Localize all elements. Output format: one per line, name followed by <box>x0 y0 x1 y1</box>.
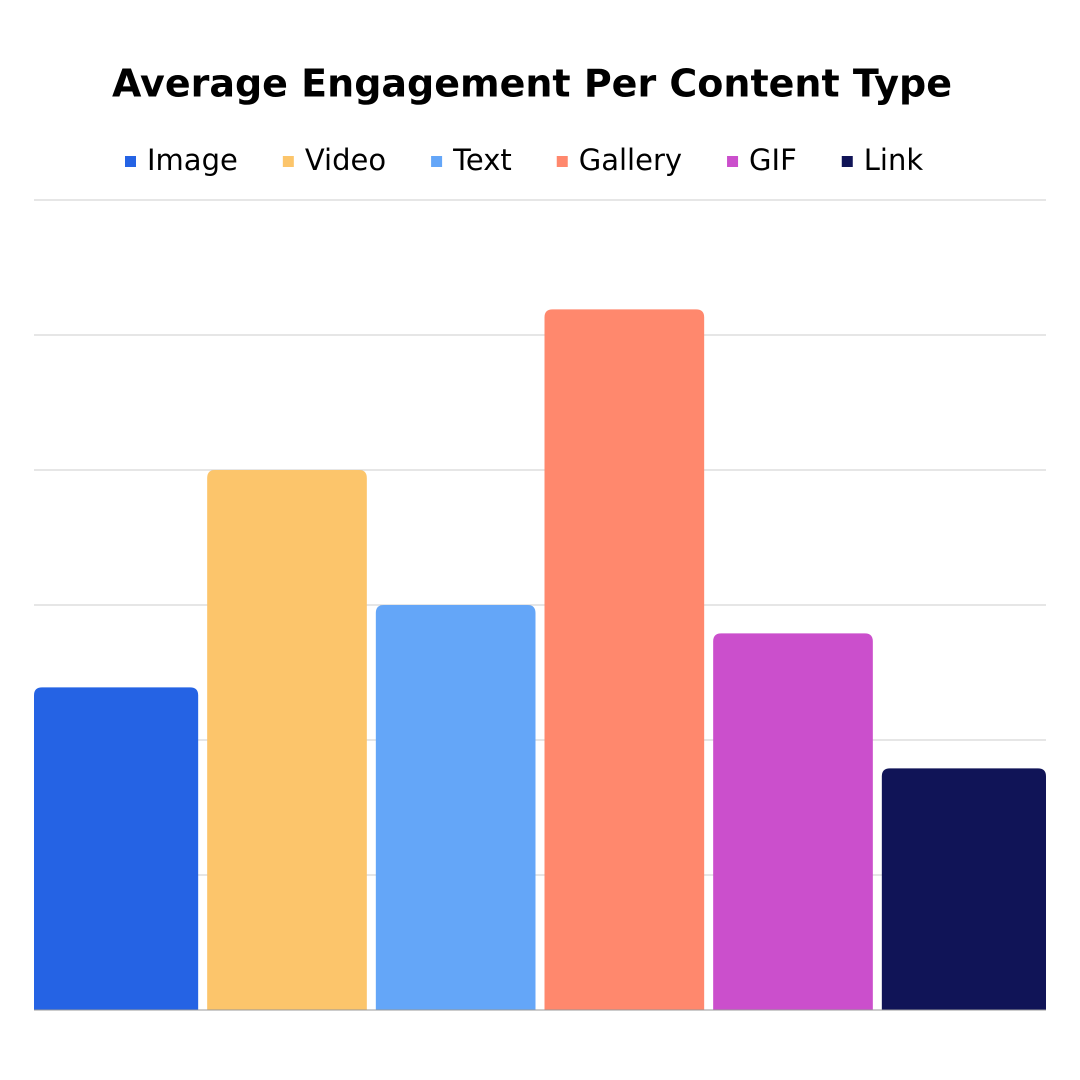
legend-label: Text <box>452 143 512 177</box>
legend-marker <box>125 156 136 167</box>
bar <box>713 633 873 1010</box>
bar <box>375 605 536 1010</box>
legend-label: Gallery <box>579 143 682 177</box>
legend-label: Link <box>864 143 924 177</box>
bar <box>881 768 1046 1010</box>
legend-label: Video <box>305 143 386 177</box>
bar <box>207 470 367 1010</box>
legend-marker <box>282 156 294 167</box>
bar <box>544 309 705 1011</box>
bar <box>34 687 199 1010</box>
chart-title: Average Engagement Per Content Type <box>112 62 952 106</box>
legend-marker <box>431 156 443 167</box>
legend-label: GIF <box>749 143 797 177</box>
legend-marker <box>841 156 853 167</box>
legend-marker <box>556 156 568 167</box>
legend-marker <box>727 156 739 167</box>
legend-label: Image <box>147 143 238 177</box>
